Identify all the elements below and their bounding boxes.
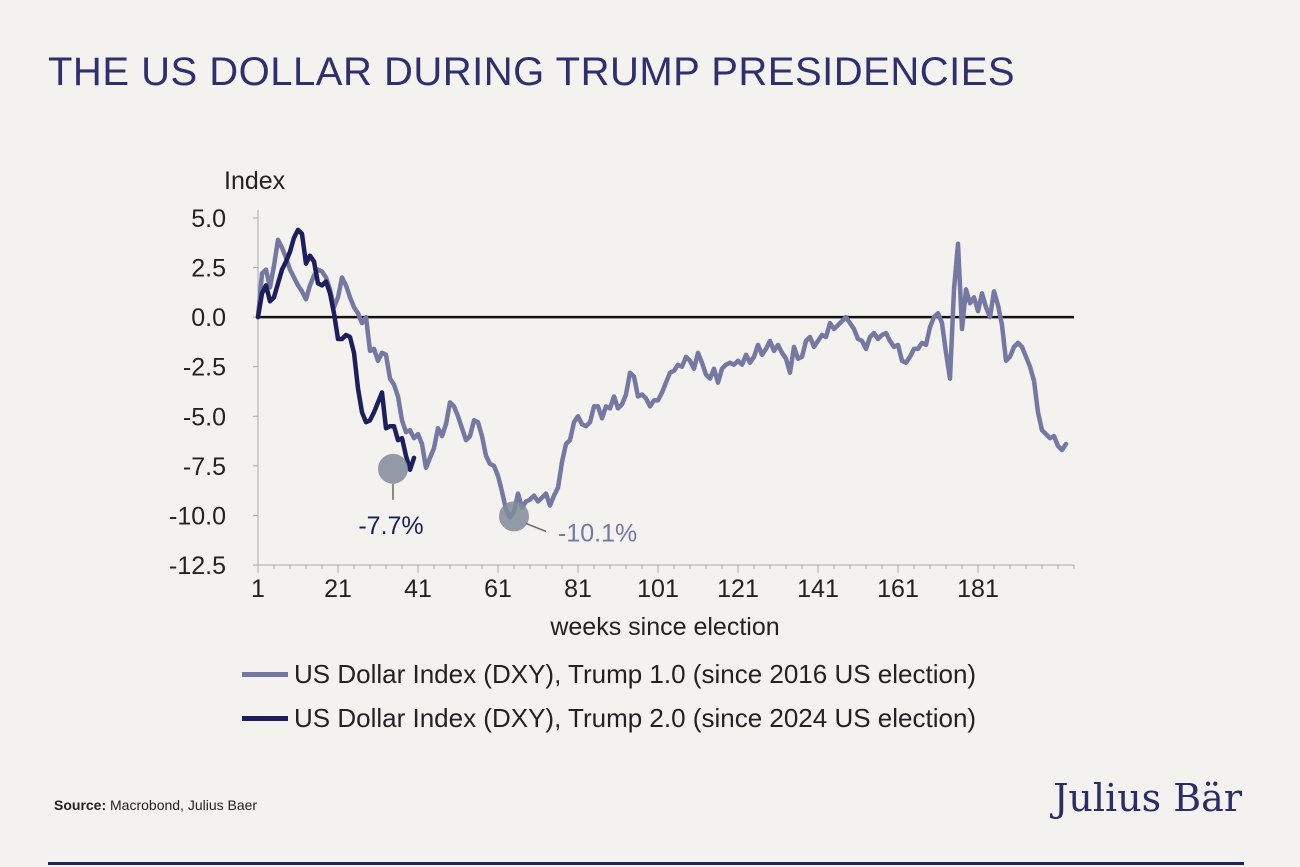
annotation-marker-trump2 — [378, 453, 408, 484]
x-tick-label: 61 — [484, 575, 512, 603]
x-tick-label: 141 — [797, 575, 839, 603]
x-tick-label: 161 — [877, 575, 919, 603]
series-line-trump1 — [255, 237, 1069, 520]
y-tick-label: -2.5 — [183, 354, 226, 382]
y-tick-label: -10.0 — [169, 502, 226, 530]
annotation-leader-trump1 — [525, 522, 547, 533]
y-tick-label: -7.5 — [183, 453, 226, 481]
y-tick-label: 2.5 — [191, 255, 226, 283]
legend-swatch-trump2 — [242, 715, 288, 721]
x-tick-label: 181 — [957, 575, 999, 603]
series-layer — [255, 227, 1069, 520]
x-tick-label: 1 — [251, 575, 265, 603]
x-tick-label: 81 — [564, 575, 592, 603]
julius-baer-logo: Julius Bär — [1053, 776, 1242, 820]
x-tick-label: 121 — [717, 575, 759, 603]
bottom-rule — [48, 862, 1244, 865]
page-title: THE US DOLLAR DURING TRUMP PRESIDENCIES — [48, 50, 1016, 94]
legend-label-trump2: US Dollar Index (DXY), Trump 2.0 (since … — [294, 702, 977, 733]
annotation-marker-trump1 — [499, 501, 529, 532]
legend-item-trump2: US Dollar Index (DXY), Trump 2.0 (since … — [242, 696, 976, 740]
source-note: Source: Macrobond, Julius Baer — [54, 797, 257, 813]
legend-item-trump1: US Dollar Index (DXY), Trump 1.0 (since … — [242, 652, 976, 696]
y-tick-label: 0.0 — [191, 304, 226, 332]
x-tick-label: 21 — [324, 575, 352, 603]
x-tick-label: 41 — [404, 575, 432, 603]
y-axis-ticks: 5.0 2.5 0.0 -2.5 -5.0 -7.5 -10.0 -12.5 — [169, 205, 258, 580]
x-axis-ticks: 1 21 41 61 81 101 121 141 161 181 — [251, 565, 1075, 603]
annotation-label-trump1: -10.1% — [558, 519, 637, 547]
y-tick-label: -12.5 — [169, 552, 226, 580]
x-axis-label: weeks since election — [549, 613, 779, 641]
y-tick-label: -5.0 — [183, 403, 226, 431]
y-axis-label: Index — [224, 167, 286, 195]
y-tick-label: 5.0 — [191, 205, 226, 233]
source-text: Macrobond, Julius Baer — [110, 797, 258, 813]
series-line-trump2 — [255, 227, 417, 473]
annotations: -7.7% -10.1% — [358, 453, 637, 547]
chart-legend: US Dollar Index (DXY), Trump 1.0 (since … — [242, 652, 976, 740]
source-label: Source: — [54, 797, 107, 813]
legend-label-trump1: US Dollar Index (DXY), Trump 1.0 (since … — [294, 658, 977, 689]
legend-swatch-trump1 — [242, 671, 288, 677]
x-tick-label: 101 — [637, 575, 679, 603]
annotation-label-trump2: -7.7% — [358, 512, 423, 540]
